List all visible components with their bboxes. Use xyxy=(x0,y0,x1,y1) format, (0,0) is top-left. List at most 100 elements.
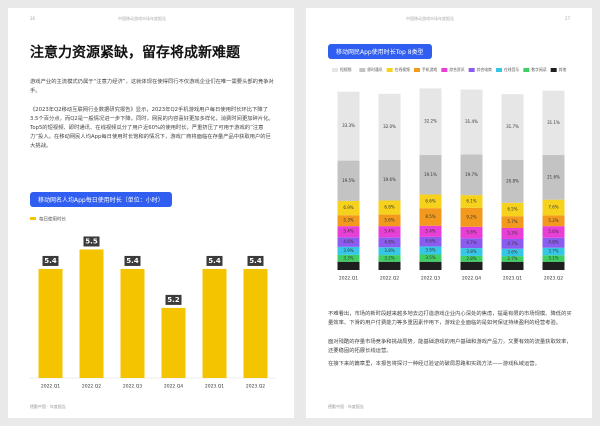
right-page: 27 中国移动游戏市场年度报告 移动网民App使用时长Top 8类型 短视频 即时… xyxy=(306,8,592,418)
legend-swatch xyxy=(523,68,530,72)
bar-segment xyxy=(378,226,401,238)
bar-segment xyxy=(337,254,360,262)
legend-swatch xyxy=(332,68,338,72)
bar-segment xyxy=(501,228,524,239)
legend-label: 即时通讯 xyxy=(367,67,382,72)
value-label: 5.4% xyxy=(425,228,435,233)
value-label-box xyxy=(124,255,141,266)
legend-label: 在线视频 xyxy=(395,67,410,72)
value-label: 5.4 xyxy=(126,257,139,265)
value-label: 5.4 xyxy=(249,257,262,265)
bar xyxy=(243,268,268,378)
value-label: 4.7% xyxy=(507,241,517,246)
x-tick-label: 2022.Q3 xyxy=(123,384,142,390)
value-label: 5.4% xyxy=(343,229,353,234)
value-label: 3.8% xyxy=(384,248,394,253)
x-tick-label: 2022.Q4 xyxy=(164,384,183,390)
bar-segment xyxy=(460,154,483,196)
chart-title: 移动网名人均App每日使用时长（单位：小时） xyxy=(30,192,172,207)
bar-segment xyxy=(460,238,483,249)
x-tick-label: 2022.Q3 xyxy=(421,276,440,282)
bar-segment xyxy=(337,200,360,216)
value-label: 5.3% xyxy=(507,230,517,235)
value-label: 6.8% xyxy=(384,205,394,210)
bar-segment xyxy=(542,237,565,248)
legend-label: 短视频 xyxy=(340,67,352,72)
bar-segment xyxy=(501,248,524,257)
value-label: 2.7% xyxy=(507,256,517,261)
value-label-box xyxy=(42,255,59,266)
legend-label: 综合资讯 xyxy=(449,67,464,72)
bar xyxy=(120,268,145,378)
value-label: 3.2% xyxy=(384,255,394,260)
x-tick-label: 2023.Q1 xyxy=(503,276,522,282)
value-label: 3.9% xyxy=(343,248,353,253)
value-label: 7.6% xyxy=(548,205,558,210)
bar-segment xyxy=(460,255,483,262)
bar-segment xyxy=(378,200,401,215)
bar-segment xyxy=(378,247,401,256)
value-label: 5.2 xyxy=(167,296,180,304)
bar-segment xyxy=(419,88,442,156)
bar-segment xyxy=(378,261,401,270)
value-label: 31.1% xyxy=(547,120,560,125)
bar-segment xyxy=(419,261,442,270)
value-label: 2.8% xyxy=(466,256,476,261)
x-tick-label: 2022.Q2 xyxy=(82,384,101,390)
paragraph: 在接下来的篇章里，本报告将探讨一种经过验证的破局思路和实践方法——游戏私域运营。 xyxy=(328,361,540,367)
value-label: 3.5% xyxy=(425,255,435,260)
value-label: 3.1% xyxy=(548,256,558,261)
value-label: 5.4% xyxy=(384,229,394,234)
legend-label: 每日使用时长 xyxy=(39,216,66,223)
value-label-box xyxy=(247,255,264,266)
value-label: 5.6% xyxy=(466,230,476,235)
bar-segment xyxy=(419,208,442,226)
value-label: 4.8% xyxy=(384,239,394,244)
x-tick-label: 2023.Q2 xyxy=(544,276,563,282)
bar-segment xyxy=(378,93,401,160)
value-label: 4.8% xyxy=(548,240,558,245)
left-page: 26 中国移动游戏市场年度报告 注意力资源紧缺，留存将成新难题 游戏产业的主流模… xyxy=(8,8,294,418)
legend-swatch xyxy=(441,68,448,72)
bar-segment xyxy=(501,159,524,203)
bar-segment xyxy=(460,248,483,256)
bar-segment xyxy=(460,207,483,227)
x-tick-label: 2023.Q2 xyxy=(246,384,265,390)
bar-segment xyxy=(501,94,524,160)
bar-segment xyxy=(419,246,442,255)
bar-segment xyxy=(501,256,524,262)
value-label: 31.4% xyxy=(465,119,478,124)
value-label: 19.1% xyxy=(424,172,437,177)
bar-segment xyxy=(542,155,565,200)
bar-segment xyxy=(378,255,401,262)
value-label: 5.4 xyxy=(208,257,221,265)
legend-swatch xyxy=(359,68,366,72)
bar xyxy=(161,307,186,378)
footer: 德勤中国 · 年度报告 xyxy=(328,404,364,409)
bar-segment xyxy=(419,155,442,195)
bar-segment xyxy=(460,226,483,239)
legend-swatch xyxy=(496,68,502,72)
value-label-box xyxy=(83,236,100,247)
value-label: 9.2% xyxy=(466,214,476,219)
bar-segment xyxy=(378,237,401,248)
bar-segment xyxy=(419,236,442,247)
bar-segment xyxy=(501,238,524,249)
bar-segment xyxy=(337,91,360,161)
bar-segment xyxy=(542,199,565,216)
bar-segment xyxy=(378,159,401,201)
bar-segment xyxy=(460,261,483,270)
bar-segment xyxy=(542,215,565,227)
value-label-box xyxy=(165,294,182,305)
bar xyxy=(202,268,227,378)
legend-swatch xyxy=(468,68,475,72)
value-label: 4.6% xyxy=(343,239,353,244)
page-title: 注意力资源紧缺，留存将成新难题 xyxy=(30,45,240,61)
legend-label: 其他 xyxy=(559,67,567,72)
value-label: 5.7% xyxy=(507,219,517,224)
legend-label: 手机游戏 xyxy=(422,67,437,72)
bar xyxy=(38,268,63,378)
legend-label: 在线音乐 xyxy=(504,67,519,72)
value-label: 4.7% xyxy=(466,240,476,245)
value-label: 8.5% xyxy=(425,214,435,219)
